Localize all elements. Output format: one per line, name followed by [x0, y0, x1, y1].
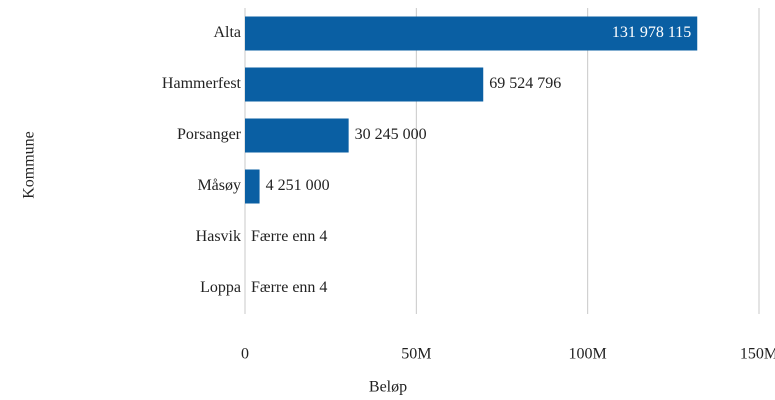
y-tick-label: Alta: [213, 24, 241, 41]
y-tick-label: Måsøy: [197, 177, 241, 194]
bar: [245, 16, 698, 51]
y-axis-label: Kommune: [21, 131, 38, 199]
x-tick-label: 50M: [401, 346, 431, 363]
value-label: 69 524 796: [489, 75, 561, 92]
bar: [245, 118, 349, 153]
bar: [245, 67, 484, 102]
y-tick-label: Porsanger: [177, 126, 242, 143]
y-tick-label: Hammerfest: [162, 75, 242, 92]
x-axis-label: Beløp: [369, 379, 407, 396]
value-label: Færre enn 4: [251, 228, 327, 245]
value-label: 131 978 115: [612, 24, 691, 41]
x-tick-label: 150M: [740, 346, 775, 363]
value-label: 4 251 000: [266, 177, 330, 194]
x-tick-label: 0: [241, 346, 249, 363]
y-tick-label: Loppa: [200, 279, 241, 296]
x-tick-label: 100M: [569, 346, 607, 363]
value-label: 30 245 000: [355, 126, 427, 143]
y-tick-label: Hasvik: [196, 228, 241, 245]
bar: [245, 169, 260, 204]
value-label: Færre enn 4: [251, 279, 327, 296]
